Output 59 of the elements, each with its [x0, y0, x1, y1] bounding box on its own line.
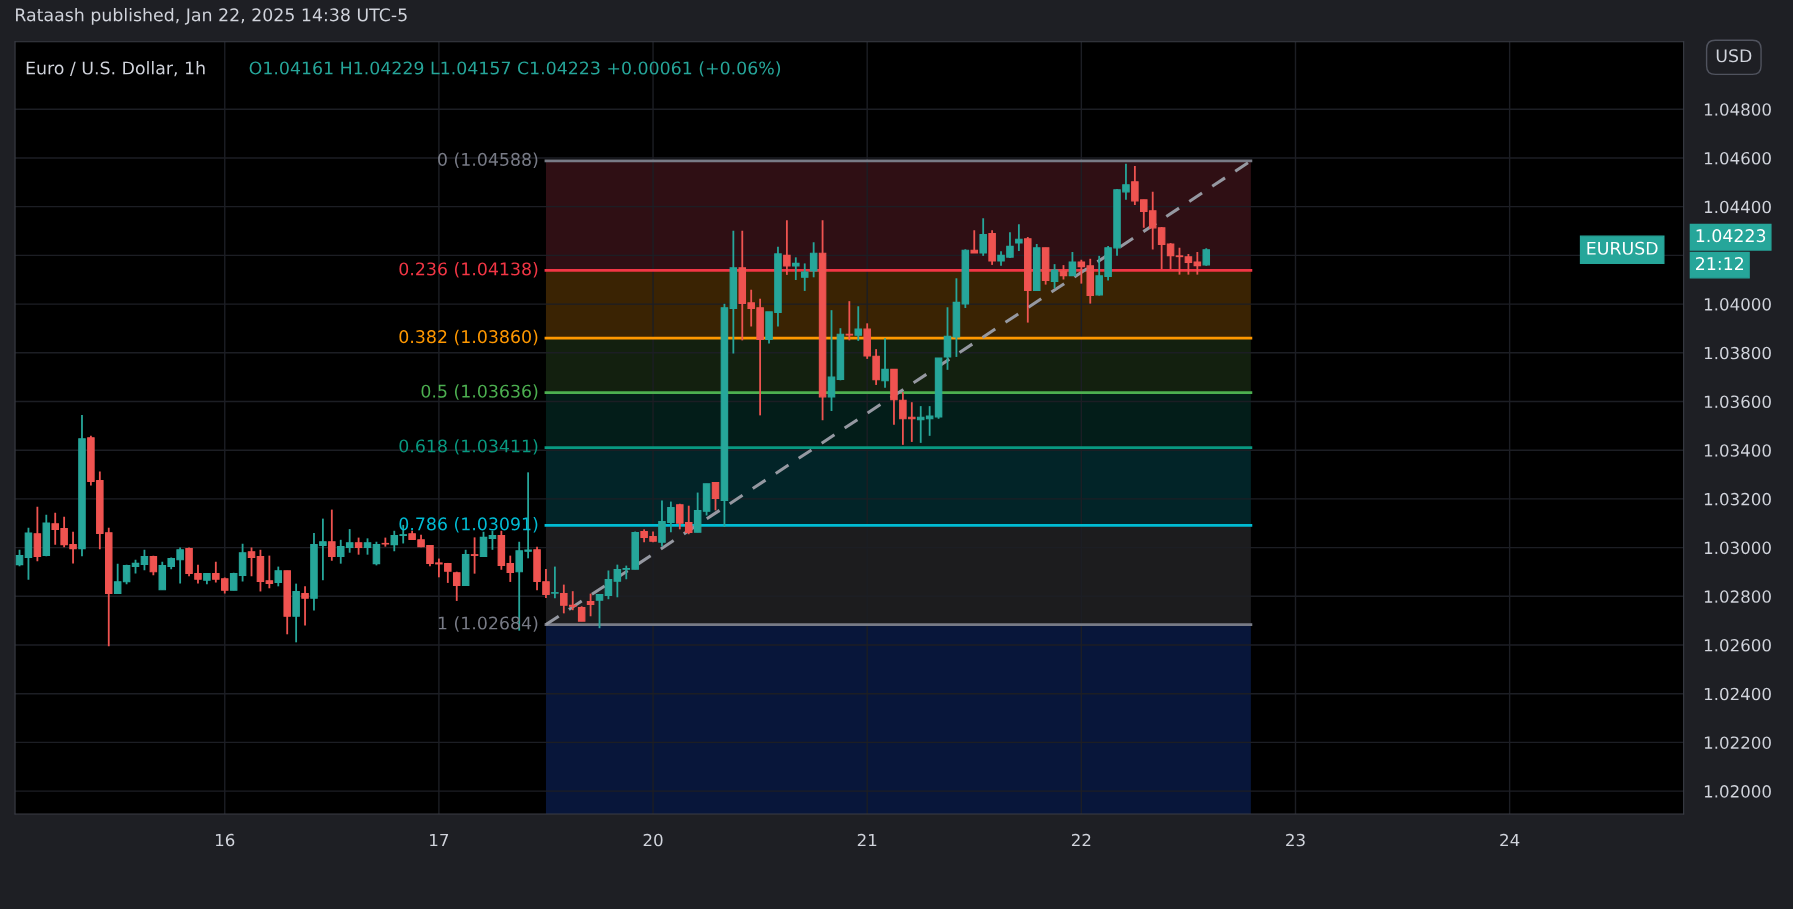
candlestick — [1175, 246, 1184, 276]
y-tick-label: 1.04400 — [1704, 200, 1771, 214]
y-tick-label: 1.04600 — [1704, 151, 1771, 165]
candlestick — [1015, 223, 1023, 252]
text: O1.04161 H1.04229 L1.04157 C1.04223 +0.00061 (+0.06%) — [249, 61, 781, 77]
candlestick — [551, 565, 559, 600]
text: Euro / U.S. Dollar, 1h — [26, 61, 205, 77]
candlestick — [792, 256, 800, 281]
y-tick-label: 1.03200 — [1704, 492, 1771, 506]
y-tick-label: 1.02000 — [1704, 785, 1771, 798]
ref-line-label: 0.5 (1.03636) — [421, 384, 538, 400]
y-tick-label: 1.02200 — [1704, 736, 1771, 749]
candlestick — [586, 592, 595, 618]
candlestick — [372, 540, 381, 567]
candlestick — [301, 585, 309, 627]
ref-line-label: 0.618 (1.03411) — [399, 439, 538, 455]
candlestick — [881, 337, 889, 389]
candlestick — [827, 309, 836, 412]
x-tick-label: 21 — [857, 833, 877, 847]
text: USD — [1716, 49, 1752, 63]
y-tick-label: 1.02600 — [1704, 638, 1771, 652]
candlestick — [274, 565, 283, 588]
y-tick-label: 1.03400 — [1704, 444, 1771, 457]
candlestick — [1050, 263, 1059, 290]
candlestick — [595, 593, 604, 630]
candlestick — [854, 305, 863, 342]
candlestick — [979, 217, 987, 257]
y-tick-label: 1.03600 — [1704, 395, 1771, 409]
x-tick-label: 24 — [1500, 833, 1520, 847]
y-tick-label: 1.03000 — [1704, 541, 1771, 555]
y-tick-label: 1.04800 — [1704, 103, 1771, 116]
ref-line-label: 0.382 (1.03860) — [399, 329, 538, 346]
candlestick — [247, 546, 256, 578]
y-tick-label: 1.04000 — [1704, 298, 1771, 311]
x-tick-label: 17 — [430, 833, 449, 847]
x-tick-label: 22 — [1071, 833, 1091, 847]
candlestick — [1068, 251, 1077, 277]
candlestick — [328, 508, 336, 562]
candlestick — [470, 536, 479, 575]
candlestick — [783, 219, 791, 276]
x-tick-label: 20 — [643, 833, 663, 847]
candlestick — [33, 505, 42, 563]
y-tick-label: 1.02800 — [1704, 590, 1771, 603]
candlestick — [140, 548, 149, 572]
text: Rataash published, Jan 22, 2025 14:38 UTC-5 — [16, 7, 407, 25]
ref-line-label: 0.236 (1.04138) — [399, 262, 538, 278]
y-tick-label: 1.02400 — [1704, 687, 1771, 701]
annotation: EURUSD — [1587, 241, 1658, 255]
x-tick-label: 23 — [1286, 833, 1305, 847]
x-tick-label: 16 — [215, 833, 235, 847]
ref-line-label: 0 (1.04588) — [438, 152, 538, 168]
candlestick — [970, 229, 979, 254]
candlestick — [711, 481, 720, 512]
candlestick — [845, 300, 854, 342]
text: 1.04223 — [1696, 229, 1766, 243]
y-tick-label: 1.03800 — [1704, 346, 1771, 360]
candlestick — [943, 306, 952, 371]
text: 21:12 — [1696, 257, 1744, 270]
candlestick — [452, 570, 461, 602]
